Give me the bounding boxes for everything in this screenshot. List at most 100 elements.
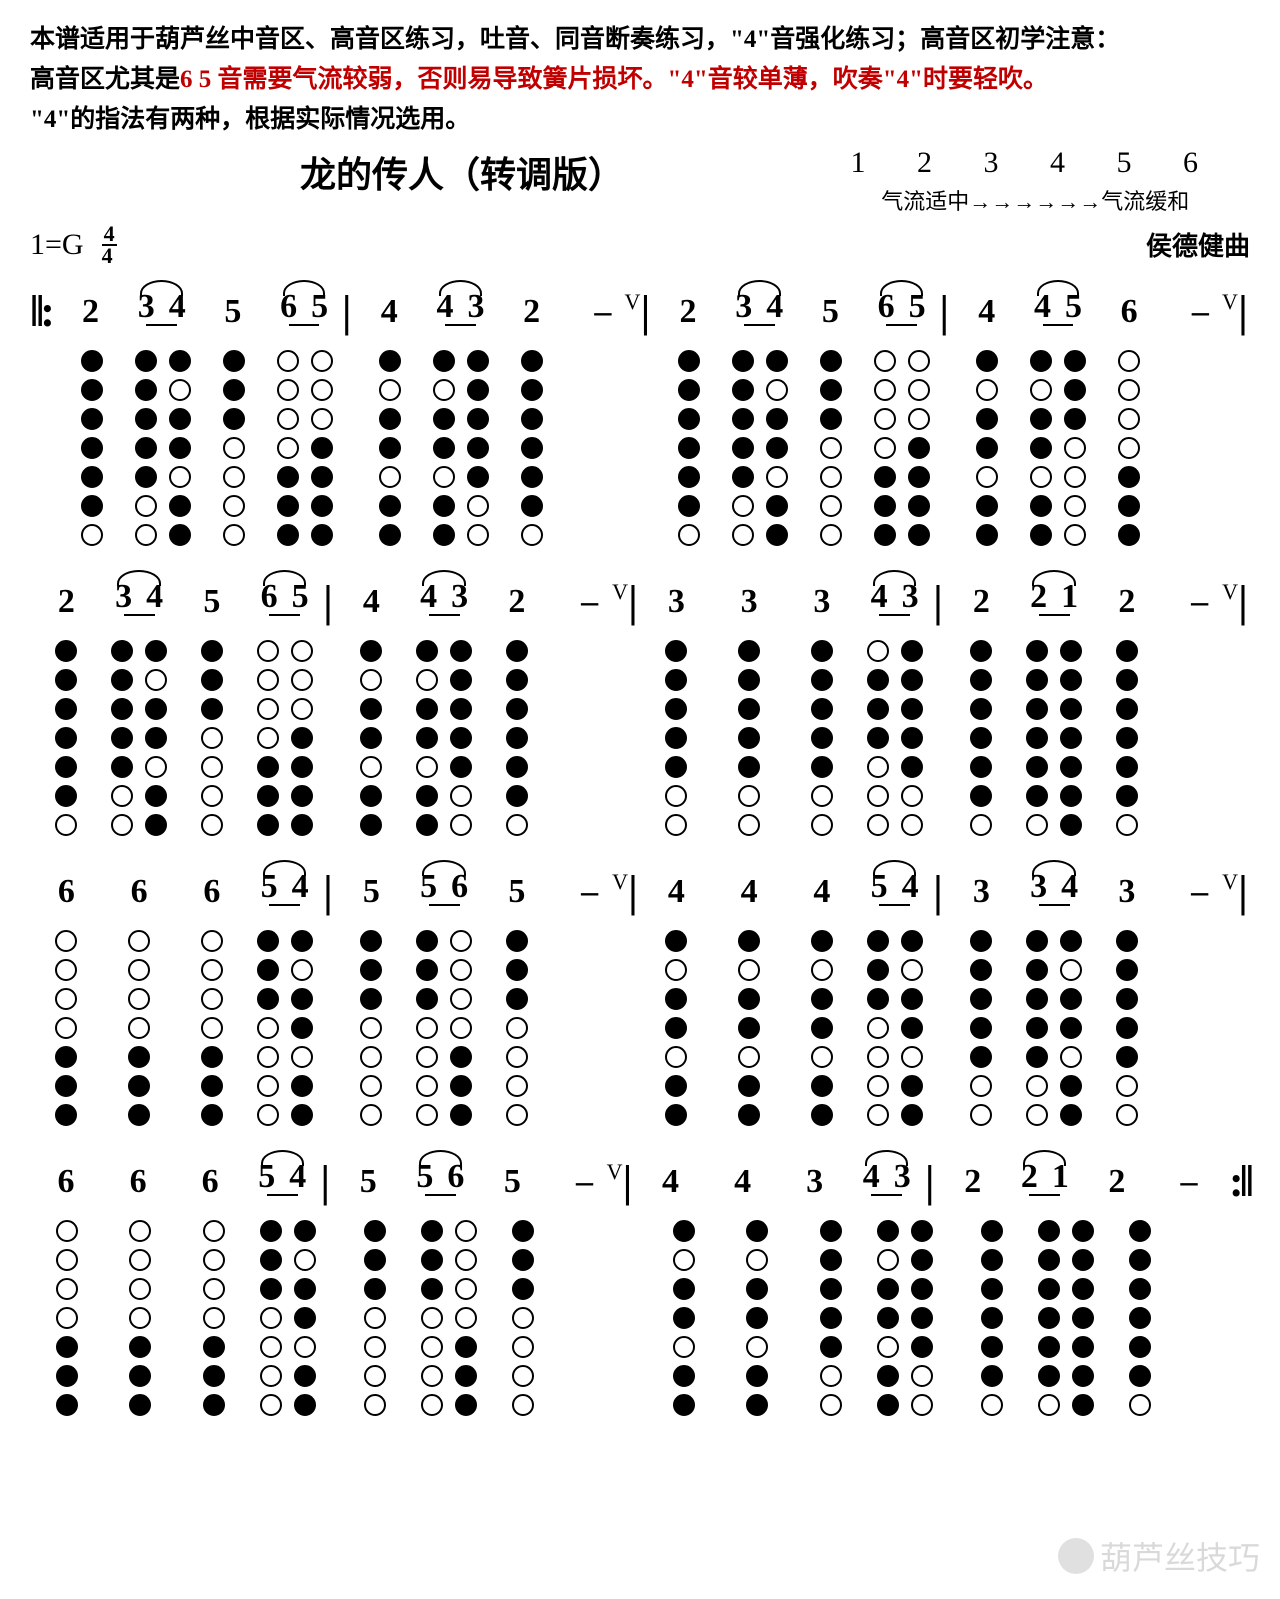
hole-open-icon: [111, 785, 133, 807]
hole-closed-icon: [360, 698, 382, 720]
fingering-column: [450, 930, 472, 1126]
fingering-column: [135, 350, 157, 546]
hole-closed-icon: [1118, 524, 1140, 546]
hole-closed-icon: [1072, 1394, 1094, 1416]
hole-closed-icon: [976, 408, 998, 430]
hole-closed-icon: [738, 669, 760, 691]
hole-closed-icon: [901, 756, 923, 778]
hole-open-icon: [673, 1336, 695, 1358]
fingering-column: [311, 350, 333, 546]
note-pair-inner: 43: [436, 290, 484, 334]
rest-dash: –V: [548, 1165, 620, 1199]
beam-underline-icon: [886, 324, 917, 326]
fingering-cell: [481, 640, 554, 836]
hole-closed-icon: [673, 1220, 695, 1242]
fingering-cell: [1018, 640, 1091, 836]
hole-closed-icon: [1118, 495, 1140, 517]
note-pair: 34: [126, 290, 197, 334]
hole-closed-icon: [467, 379, 489, 401]
note-pair-inner: 45: [1034, 290, 1082, 334]
hole-closed-icon: [203, 1365, 225, 1387]
beam-underline-icon: [1039, 904, 1070, 906]
hole-open-icon: [360, 1017, 382, 1039]
note: 2: [496, 295, 567, 329]
note: 3: [713, 585, 786, 619]
hole-open-icon: [1060, 959, 1082, 981]
music-line: 66654|5565–V|44454|3343–V|: [30, 864, 1250, 1126]
rest-dash: –V: [567, 295, 638, 329]
notation-row: 66654|5565–V|44343|2212–:‖: [30, 1154, 1250, 1210]
hole-open-icon: [1030, 466, 1052, 488]
note: 5: [476, 1165, 548, 1199]
note-pair: 56: [404, 1160, 476, 1204]
note-number: 5: [258, 1160, 275, 1194]
fingering-cell: [1103, 1220, 1177, 1416]
hole-closed-icon: [55, 727, 77, 749]
note: 4: [707, 1165, 779, 1199]
time-bottom: 4: [102, 246, 117, 266]
hole-open-icon: [811, 1046, 833, 1068]
fingering-column: [908, 350, 930, 546]
hole-closed-icon: [1116, 959, 1138, 981]
hole-closed-icon: [291, 785, 313, 807]
hole-open-icon: [135, 524, 157, 546]
fingering-column: [820, 1220, 842, 1416]
dash-icon: –: [581, 585, 598, 619]
fingering-column: [364, 1220, 386, 1416]
note-number: 6: [451, 870, 468, 904]
hole-closed-icon: [277, 495, 299, 517]
barline-icon: |: [321, 866, 335, 917]
note-number: 3: [902, 580, 919, 614]
hole-open-icon: [820, 466, 842, 488]
hole-closed-icon: [111, 640, 133, 662]
hole-open-icon: [1064, 495, 1086, 517]
hole-open-icon: [55, 930, 77, 952]
hole-open-icon: [257, 727, 279, 749]
note: 6: [30, 875, 103, 909]
fingering-pair: [416, 930, 472, 1126]
hole-closed-icon: [169, 437, 191, 459]
hole-closed-icon: [901, 1075, 923, 1097]
note: 3: [1091, 875, 1164, 909]
fingering-column: [277, 350, 299, 546]
fingering-row: [30, 640, 1250, 836]
note-number: 4: [363, 585, 380, 619]
hole-closed-icon: [874, 495, 896, 517]
fingering-cell: [335, 930, 408, 1126]
fingering-cell: [1023, 350, 1094, 546]
hole-closed-icon: [81, 408, 103, 430]
note: 6: [176, 875, 249, 909]
hole-closed-icon: [1030, 524, 1052, 546]
barline-icon: |: [1236, 576, 1250, 627]
scale-legend: 1 2 3 4 5 6 气流适中→→→→→→气流缓和: [851, 146, 1221, 216]
hole-closed-icon: [1060, 1104, 1082, 1126]
fingering-column: [1026, 930, 1048, 1126]
beam-underline-icon: [744, 324, 775, 326]
fingering-cell: [408, 640, 481, 836]
hole-open-icon: [55, 814, 77, 836]
fingering-cell: [713, 640, 786, 836]
hole-closed-icon: [1038, 1307, 1060, 1329]
note-number: 6: [280, 290, 297, 324]
hole-closed-icon: [1026, 756, 1048, 778]
fingering-column: [128, 930, 150, 1126]
hole-open-icon: [360, 669, 382, 691]
note-number: 2: [1030, 580, 1047, 614]
time-signature: 4 4: [102, 224, 117, 266]
fingering-column: [1026, 640, 1048, 836]
fingering-column: [201, 930, 223, 1126]
hole-closed-icon: [732, 350, 754, 372]
fingering-pair: [1026, 930, 1082, 1126]
hole-closed-icon: [450, 1075, 472, 1097]
hole-closed-icon: [145, 727, 167, 749]
hole-closed-icon: [877, 1394, 899, 1416]
hole-closed-icon: [521, 495, 543, 517]
hole-closed-icon: [1116, 727, 1138, 749]
hole-open-icon: [129, 1249, 151, 1271]
fingering-pair: [732, 350, 788, 546]
fingering-cell: [56, 350, 127, 546]
music-sheet: ‖:234565|4432–V|234565|4456–V|234565|443…: [30, 284, 1250, 1416]
hole-open-icon: [874, 350, 896, 372]
hole-open-icon: [455, 1307, 477, 1329]
hole-closed-icon: [364, 1220, 386, 1242]
